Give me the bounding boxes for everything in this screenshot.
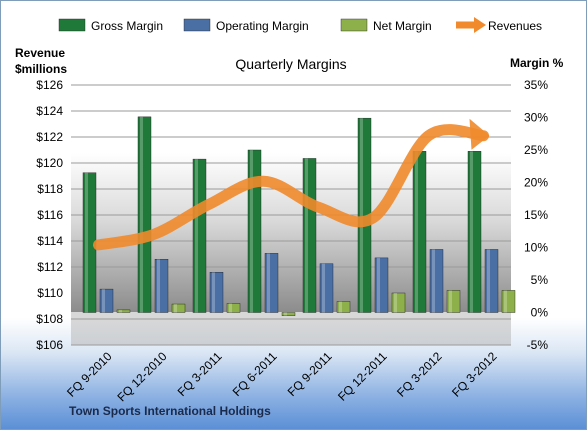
legend-swatch	[58, 18, 86, 32]
left-axis-title-line2: $millions	[15, 62, 67, 76]
gross-margin-bar-highlight	[85, 172, 88, 313]
x-axis-labels: FQ 9-2010 FQ 12-2010 FQ 3-2011 FQ 6-2011 FQ …	[64, 349, 500, 404]
gross-margin-bar-highlight	[305, 158, 308, 313]
left-tick-label: $108	[36, 312, 63, 326]
x-tick-label: FQ 3-2012	[394, 349, 445, 400]
legend-arrow-icon	[474, 17, 486, 33]
net-margin-bar	[446, 290, 461, 313]
operating-margin-bar	[99, 288, 114, 313]
operating-margin-bar	[319, 263, 334, 313]
left-tick-label: $122	[36, 130, 63, 144]
left-tick-label: $116	[37, 208, 63, 222]
right-tick-label: 10%	[524, 241, 548, 255]
gross-margin-bar	[412, 151, 427, 313]
net-margin-bar	[336, 301, 351, 313]
right-tick-label: 5%	[531, 273, 549, 287]
net-margin-bar	[171, 303, 186, 313]
operating-margin-bar-highlight	[157, 259, 160, 313]
footer-company-name: Town Sports International Holdings	[69, 404, 271, 418]
right-axis-title: Margin %	[510, 56, 564, 70]
net-margin-bar-highlight	[174, 304, 177, 313]
right-tick-label: -5%	[527, 338, 549, 352]
net-margin-bar	[226, 303, 241, 313]
right-tick-label: 35%	[524, 78, 548, 92]
operating-margin-bar	[429, 249, 444, 313]
gross-margin-bar	[247, 149, 262, 313]
net-margin-bar	[391, 292, 406, 313]
operating-margin-bar-highlight	[212, 272, 215, 313]
left-axis-title-line1: Revenue	[15, 46, 65, 60]
left-tick-label: $126	[36, 78, 63, 92]
operating-margin-bar-highlight	[377, 257, 380, 313]
operating-margin-bar-highlight	[322, 263, 325, 313]
net-margin-bar-highlight	[339, 301, 342, 313]
gross-margin-bar-highlight	[195, 159, 198, 313]
left-tick-label: $118	[37, 182, 63, 196]
operating-margin-bar	[374, 257, 389, 313]
legend-label: Revenues	[488, 19, 542, 33]
net-margin-bar-highlight	[119, 309, 122, 313]
legend-label: Operating Margin	[216, 19, 309, 33]
operating-margin-bar-highlight	[487, 249, 490, 313]
right-tick-label: 20%	[524, 176, 548, 190]
gross-margin-bar	[192, 158, 207, 313]
operating-margin-bar	[264, 253, 279, 313]
net-margin-bar-highlight	[229, 303, 232, 313]
right-tick-label: 15%	[524, 208, 548, 222]
left-tick-label: $110	[37, 286, 63, 300]
operating-margin-bar-highlight	[102, 289, 105, 313]
gross-margin-bar-highlight	[470, 151, 473, 313]
plot-floor	[71, 312, 511, 345]
gross-margin-bar-highlight	[140, 116, 143, 313]
net-margin-bar-highlight	[449, 290, 452, 313]
revenue-line-path	[93, 124, 489, 251]
right-axis-ticks: -5% 0% 5% 10% 15% 20% 25% 30% 35%	[524, 78, 548, 352]
left-tick-label: $106	[36, 338, 63, 352]
right-tick-label: 25%	[524, 143, 548, 157]
x-tick-label: FQ 3-2012	[449, 349, 500, 400]
right-tick-label: 0%	[531, 306, 549, 320]
left-tick-label: $112	[37, 260, 63, 274]
net-margin-bar	[116, 309, 131, 313]
gross-margin-bar	[467, 151, 482, 313]
operating-margin-bar	[154, 259, 169, 313]
net-margin-bar	[501, 290, 516, 313]
left-tick-label: $124	[36, 104, 63, 118]
net-margin-bar	[281, 312, 296, 316]
x-tick-label: FQ 6-2011	[230, 349, 280, 399]
left-axis-ticks: $106 $108 $110 $112 $114 $116 $118 $120 $122 $124…	[36, 78, 63, 352]
left-tick-label: $120	[36, 156, 63, 170]
legend-label: Gross Margin	[91, 19, 163, 33]
bar-marks	[82, 116, 516, 316]
operating-margin-bar	[209, 272, 224, 313]
right-tick-label: 30%	[524, 111, 548, 125]
x-tick-label: FQ 3-2011	[175, 349, 225, 399]
gross-margin-bar-highlight	[250, 150, 253, 313]
revenue-line	[93, 118, 490, 251]
legend-swatch	[183, 18, 211, 32]
x-tick-label: FQ 12-2011	[335, 349, 390, 404]
operating-margin-bar	[484, 249, 499, 313]
gross-margin-bar-highlight	[415, 151, 418, 313]
gross-margin-bar	[137, 116, 152, 313]
left-tick-label: $114	[37, 234, 63, 248]
net-margin-bar-highlight	[284, 312, 287, 316]
chart-title: Quarterly Margins	[235, 56, 346, 72]
legend: Gross Margin Operating Margin Net Margin Re…	[58, 17, 542, 33]
gross-margin-bar	[302, 158, 317, 313]
net-margin-bar-highlight	[504, 290, 507, 313]
x-tick-label: FQ 12-2010	[114, 349, 169, 404]
legend-swatch	[340, 18, 368, 32]
net-margin-bar-highlight	[394, 293, 397, 313]
gross-margin-bar-highlight	[360, 118, 363, 313]
legend-label: Net Margin	[373, 19, 432, 33]
operating-margin-bar-highlight	[267, 253, 270, 313]
revenue-line-arrowhead	[469, 118, 490, 150]
x-tick-label: FQ 9-2011	[285, 349, 335, 399]
operating-margin-bar-highlight	[432, 249, 435, 313]
x-tick-label: FQ 9-2010	[64, 349, 115, 400]
